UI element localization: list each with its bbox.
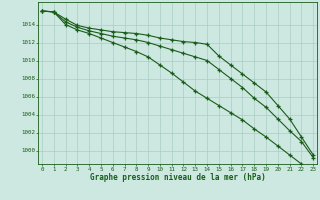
X-axis label: Graphe pression niveau de la mer (hPa): Graphe pression niveau de la mer (hPa) <box>90 173 266 182</box>
